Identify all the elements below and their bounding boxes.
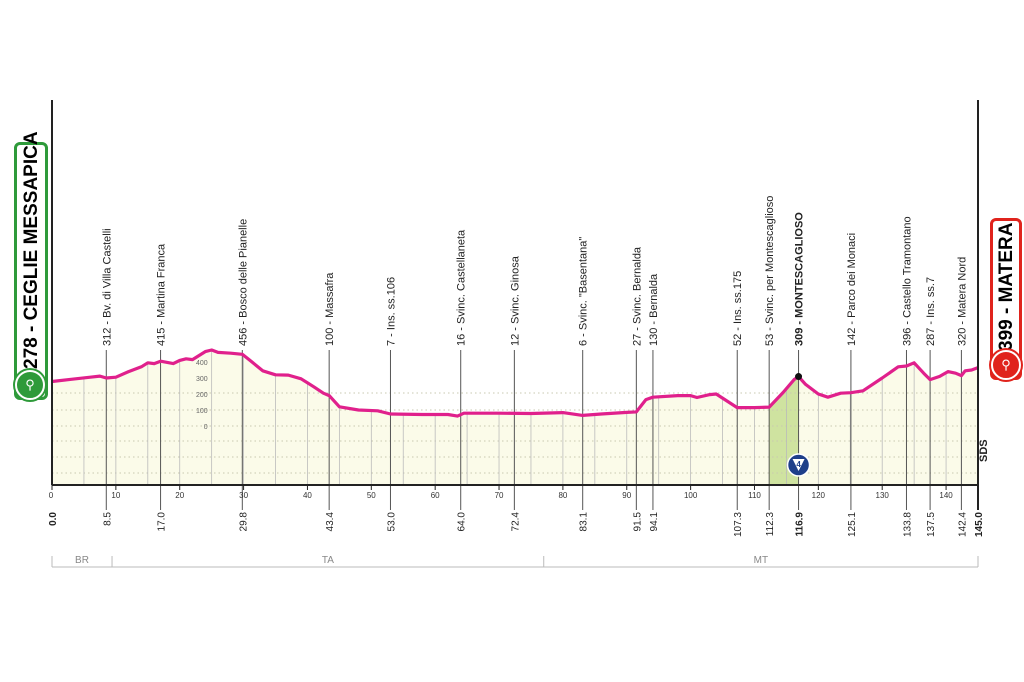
km-label: 72.4	[510, 512, 521, 532]
x-tick-label: 90	[622, 491, 631, 500]
x-tick-label: 50	[367, 491, 376, 500]
km-label: 8.5	[102, 512, 113, 526]
km-label: 0.0	[48, 512, 59, 526]
km-label: 133.8	[902, 512, 913, 537]
start-cyclist-icon: ⚲	[15, 370, 45, 400]
profile-line	[51, 348, 979, 418]
waypoint-label: 6 - Svinc. "Basentana"	[578, 237, 590, 346]
sprint-triangle	[792, 459, 805, 471]
sds-label: SDS	[978, 439, 990, 462]
km-label: 125.1	[847, 512, 858, 537]
y-tick-label: 200	[196, 392, 208, 399]
waypoint-label: 142 - Parco dei Monaci	[846, 233, 858, 346]
y-tick-label: 400	[196, 360, 208, 367]
km-label: 43.4	[325, 512, 336, 532]
waypoint-label: 130 - Bernalda	[648, 273, 660, 346]
y-tick-label: 0	[204, 424, 208, 431]
km-label: 17.0	[157, 512, 168, 532]
province-label: BR	[75, 555, 89, 566]
start-badge: 278 - CEGLIE MESSAPICA	[14, 131, 48, 400]
waypoint-label: 415 - Martina Franca	[156, 243, 168, 346]
summit-dot	[795, 373, 803, 381]
finish-label: 399 - MATERA	[996, 222, 1017, 351]
x-tick-label: 100	[684, 491, 698, 500]
km-label: 116.9	[795, 512, 806, 537]
km-label: 64.0	[457, 512, 468, 532]
x-tick-label: 130	[876, 491, 890, 500]
profile-fill	[52, 350, 978, 485]
x-tick-label: 70	[495, 491, 504, 500]
x-tick-label: 80	[558, 491, 567, 500]
km-label: 91.5	[632, 512, 643, 532]
waypoint-label: 53 - Svinc. per Montescaglioso	[764, 196, 776, 346]
km-label: 112.3	[765, 512, 776, 537]
finish-cyclist-icon: ⚲	[991, 350, 1021, 380]
waypoint-label: 287 - Ins. ss.7	[925, 277, 937, 346]
waypoint-label: 320 - Matera Nord	[956, 257, 968, 346]
x-tick-label: 10	[111, 491, 120, 500]
km-label: 94.1	[649, 512, 660, 532]
province-label: MT	[754, 555, 768, 566]
x-tick-label: 20	[175, 491, 184, 500]
km-label: 137.5	[926, 512, 937, 537]
waypoint-label: 312 - Bv. di Villa Castelli	[101, 228, 113, 346]
y-tick-label: 100	[196, 408, 208, 415]
waypoint-label: 27 - Svinc. Bernalda	[631, 246, 643, 346]
waypoint-label: 456 - Bosco delle Pianelle	[237, 219, 249, 346]
km-label: 142.4	[957, 512, 968, 537]
km-label: 107.3	[733, 512, 744, 537]
x-tick-label: 30	[239, 491, 248, 500]
x-tick-label: 40	[303, 491, 312, 500]
x-tick-label: 120	[812, 491, 826, 500]
km-label: 83.1	[579, 512, 590, 532]
province-label: TA	[322, 555, 334, 566]
x-tick-label: 0	[49, 491, 54, 500]
waypoint-label: 7 - Ins. ss.106	[385, 277, 397, 346]
x-tick-label: 110	[748, 491, 761, 500]
km-label: 53.0	[386, 512, 397, 532]
waypoint-label: 396 - Castello Tramontano	[901, 216, 913, 346]
sprint-marker-icon: 4	[786, 453, 811, 477]
km-label: 29.8	[238, 512, 249, 532]
waypoint-label: 52 - Ins. ss.175	[732, 271, 744, 346]
waypoint-label: 16 - Svinc. Castellaneta	[456, 229, 468, 346]
x-tick-label: 60	[431, 491, 440, 500]
waypoint-label: 100 - Massafra	[324, 272, 336, 346]
x-tick-label: 140	[939, 491, 953, 500]
km-label: 145.0	[974, 512, 985, 537]
waypoint-label: 12 - Svinc. Ginosa	[509, 255, 521, 346]
y-tick-label: 300	[196, 376, 208, 383]
waypoint-label: 309 - MONTESCAGLIOSO	[794, 212, 806, 346]
sprint-number: 4	[796, 460, 801, 469]
start-label: 278 - CEGLIE MESSAPICA	[21, 131, 42, 369]
